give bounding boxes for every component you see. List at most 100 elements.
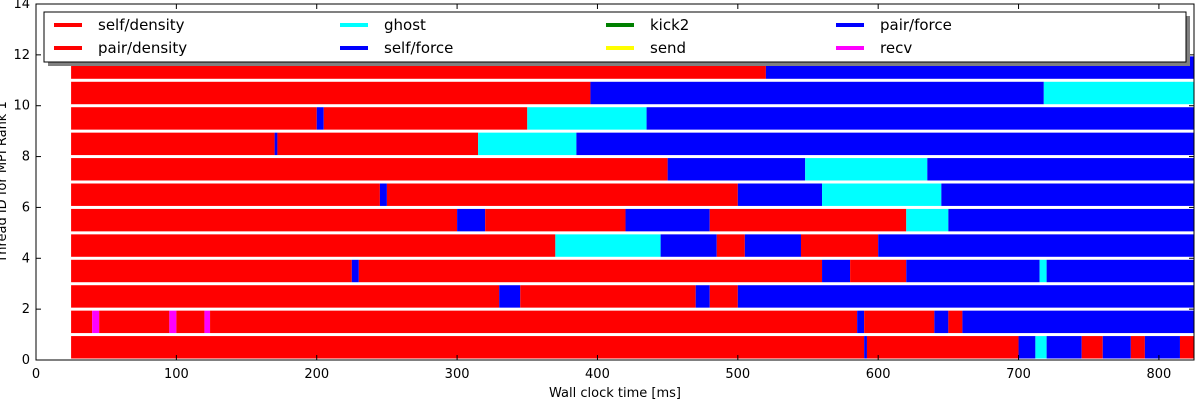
task-segment-pair-density	[323, 107, 528, 130]
task-segment-pair-force	[744, 234, 801, 257]
task-segment-pair-force	[1046, 259, 1194, 283]
legend-label: kick2	[650, 16, 689, 34]
task-segment-pair-density	[71, 158, 668, 181]
task-segment-pair-density	[71, 81, 591, 105]
task-segment-pair-density	[71, 107, 317, 130]
y-axis-ticks: 0 2 4 6 8 10 12 14	[13, 0, 1194, 368]
task-segment-pair-force	[576, 132, 1194, 156]
x-tick-label: 0	[32, 367, 40, 382]
task-segment-pair-density	[71, 183, 380, 206]
task-segment-ghost	[906, 208, 949, 232]
y-tick-label: 12	[13, 48, 30, 63]
task-segment-pair-density	[864, 310, 935, 334]
task-segment-pair-density	[71, 336, 865, 359]
task-segment-pair-density	[1179, 336, 1194, 359]
task-segment-ghost	[1039, 259, 1047, 283]
x-tick-label: 700	[1006, 367, 1031, 382]
task-segment-pair-force	[906, 259, 1040, 283]
task-segment-ghost	[527, 107, 647, 130]
task-segment-ghost	[555, 234, 661, 257]
task-segment-ghost	[822, 183, 942, 206]
legend-label: self/force	[384, 39, 453, 57]
x-tick-label: 800	[1146, 367, 1171, 382]
task-segment-pair-force	[1046, 336, 1082, 359]
task-segment-pair-force	[1018, 336, 1036, 359]
x-tick-label: 400	[585, 367, 610, 382]
y-tick-label: 0	[22, 353, 30, 368]
y-axis-label: Thread ID for MPI Rank 1	[0, 101, 10, 263]
task-segment-pair-force	[948, 208, 1194, 232]
task-segment-pair-force	[934, 310, 949, 334]
task-segment-ghost	[1043, 81, 1194, 105]
task-segment-pair-density	[866, 336, 1019, 359]
legend-label: ghost	[384, 16, 426, 34]
task-segment-pair-force	[667, 158, 806, 181]
task-segment-self-force	[864, 336, 867, 359]
x-tick-label: 600	[866, 367, 891, 382]
task-segment-pair-density	[358, 259, 823, 283]
y-tick-label: 2	[22, 302, 30, 317]
task-segment-pair-force	[316, 107, 324, 130]
task-segment-pair-density	[709, 208, 907, 232]
task-segment-pair-density	[99, 310, 170, 334]
task-segment-pair-density	[520, 285, 696, 308]
task-segment-pair-force	[737, 183, 823, 206]
task-segment-pair-force	[927, 158, 1194, 181]
task-segment-pair-force	[457, 208, 486, 232]
x-axis-ticks: 0 100 200 300 400 500 600 700 800	[32, 4, 1171, 382]
task-segment-pair-density	[210, 310, 858, 334]
task-segment-pair-force	[1144, 336, 1180, 359]
y-tick-label: 14	[13, 0, 30, 12]
task-segment-pair-density	[948, 310, 963, 334]
task-segment-pair-force	[695, 285, 710, 308]
task-segment-pair-density	[176, 310, 205, 334]
task-segment-recv	[204, 310, 211, 334]
task-segment-pair-density	[71, 234, 556, 257]
task-segment-pair-force	[625, 208, 710, 232]
task-segment-pair-force	[962, 310, 1194, 334]
task-segment-pair-density	[709, 285, 738, 308]
legend-label: send	[650, 39, 686, 57]
task-segment-pair-density	[71, 285, 500, 308]
legend-label: recv	[880, 39, 912, 57]
task-segment-pair-force	[822, 259, 851, 283]
task-segment-pair-force	[351, 259, 359, 283]
task-segment-pair-force	[499, 285, 521, 308]
legend-label: pair/force	[880, 16, 952, 34]
task-segment-pair-density	[71, 132, 275, 156]
task-segment-recv	[92, 310, 100, 334]
task-segment-pair-density	[386, 183, 738, 206]
task-segment-ghost	[478, 132, 577, 156]
task-segment-pair-force	[379, 183, 387, 206]
task-segment-pair-force	[660, 234, 717, 257]
y-tick-label: 6	[22, 200, 30, 215]
task-segment-pair-force	[274, 132, 278, 156]
task-segment-ghost	[1035, 336, 1047, 359]
task-segment-pair-force	[1102, 336, 1131, 359]
x-tick-label: 100	[164, 367, 189, 382]
legend-label: pair/density	[98, 39, 187, 57]
task-segment-pair-force	[941, 183, 1194, 206]
task-segment-pair-force	[737, 285, 1194, 308]
task-segment-pair-density	[1081, 336, 1103, 359]
x-tick-label: 300	[445, 367, 470, 382]
x-axis-label: Wall clock time [ms]	[549, 386, 681, 400]
task-segment-pair-force	[590, 81, 1044, 105]
task-segment-pair-density	[71, 310, 93, 334]
task-segment-ghost	[805, 158, 928, 181]
task-segment-pair-force	[857, 310, 865, 334]
task-segment-pair-density	[485, 208, 626, 232]
task-segment-pair-density	[850, 259, 907, 283]
y-tick-label: 4	[22, 251, 30, 266]
plot-frame	[35, 3, 1195, 361]
legend: self/density pair/density ghost self/force k…	[43, 11, 1190, 66]
task-segment-pair-density	[71, 259, 352, 283]
task-segment-recv	[169, 310, 177, 334]
thread-bars	[71, 56, 1194, 359]
task-segment-pair-force	[878, 234, 1194, 257]
x-tick-label: 200	[304, 367, 329, 382]
task-segment-pair-force	[646, 107, 1194, 130]
plot-frame-rect	[35, 3, 1195, 361]
legend-box	[43, 11, 1187, 63]
